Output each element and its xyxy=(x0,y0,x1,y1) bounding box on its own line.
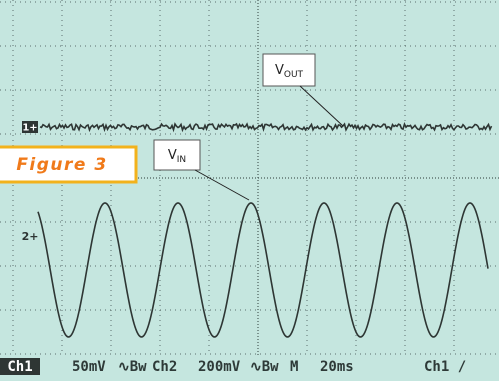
screen-background xyxy=(0,0,499,381)
ch2-status-label: Ch2 xyxy=(152,359,177,375)
ch1-bandwidth: ∿Bw xyxy=(118,359,147,375)
vin-sub: IN xyxy=(177,155,186,165)
figure-label: Figure 3 xyxy=(16,155,107,175)
ch2-marker: 2+ xyxy=(22,230,39,243)
ch1-status-label: Ch1 xyxy=(7,359,32,375)
ch1-marker: 1+ xyxy=(22,123,37,134)
vout-main: V xyxy=(275,63,284,78)
ch2-scale: 200mV xyxy=(198,359,241,375)
trigger: Ch1 / xyxy=(424,359,466,375)
timebase: 20ms xyxy=(320,359,354,375)
ch1-scale: 50mV xyxy=(72,359,106,375)
vin-main: V xyxy=(168,148,177,163)
timebase-label: M xyxy=(290,359,298,375)
vout-sub: OUT xyxy=(284,70,304,80)
oscilloscope-screen: 1+ 2+ VOUT VIN Figure 3 Ch1 50mV ∿Bw Ch2… xyxy=(0,0,499,381)
ch2-bandwidth: ∿Bw xyxy=(250,359,279,375)
